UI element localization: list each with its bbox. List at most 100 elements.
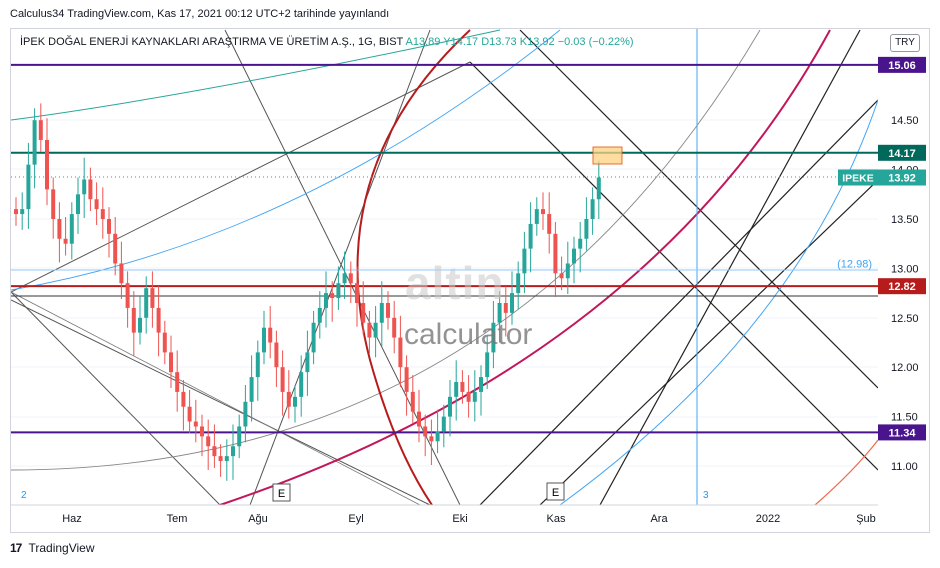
candle-body	[162, 332, 167, 353]
candle-body	[578, 238, 583, 249]
candle-body	[311, 322, 316, 353]
candle-body	[51, 189, 56, 219]
candle-body	[324, 293, 328, 308]
candle-body	[572, 248, 576, 264]
candle-body	[94, 199, 99, 210]
last-price-label: 13.92	[888, 173, 916, 185]
candle-body	[503, 302, 508, 313]
symbol-legend[interactable]: İPEK DOĞAL ENERJİ KAYNAKLARI ARAŞTIRMA V…	[20, 36, 634, 48]
orange-arc	[814, 439, 878, 505]
candle-body	[553, 233, 558, 274]
candle-body	[479, 377, 483, 392]
horizontal-levels	[11, 63, 878, 434]
candle-body	[330, 293, 335, 299]
fan-line	[249, 29, 431, 505]
candle-body	[100, 209, 105, 219]
candle-body	[131, 307, 136, 333]
fan-line	[11, 291, 421, 505]
open-value: A13.89	[405, 36, 441, 48]
earnings-marker-2: E	[546, 482, 565, 501]
blue-arc	[11, 29, 561, 291]
y-tick-label: 12.50	[891, 313, 919, 325]
candle-body	[373, 322, 378, 338]
candle-body	[26, 164, 31, 210]
x-tick-label: 2022	[756, 513, 780, 525]
x-tick-label: Şub	[856, 513, 876, 525]
low-value: D13.73	[481, 36, 517, 48]
watermark-brand: altin	[405, 257, 505, 309]
light-level-label: (12.98)	[837, 258, 872, 270]
candle-body	[516, 273, 521, 294]
candle-body	[231, 446, 235, 457]
candle-body	[342, 273, 347, 284]
x-tick-label: Tem	[167, 513, 188, 525]
candle-body	[181, 391, 186, 407]
earnings-marker-1-label: E	[278, 488, 285, 500]
level-badge	[878, 144, 926, 161]
candle-body	[584, 219, 589, 239]
candle-body	[410, 391, 415, 412]
tradingview-logo-icon: 17	[10, 541, 22, 555]
candle-body	[144, 288, 149, 318]
candle-body	[355, 283, 359, 303]
candle-body	[249, 377, 254, 402]
x-tick-label: Eki	[452, 513, 467, 525]
publish-info: Calculus34 TradingView.com, Kas 17, 2021…	[10, 8, 390, 20]
level-badge-label: 12.82	[888, 281, 916, 293]
candle-body	[398, 337, 403, 368]
marker-number-3: 3	[703, 490, 709, 501]
candle-body	[528, 223, 533, 249]
candle-body	[268, 327, 273, 343]
close-value: K13.92	[519, 36, 555, 48]
time-axis[interactable]: Haz Tem Ağu Eyl Eki Kas Ara 2022 Şub	[62, 513, 876, 525]
candle-body	[491, 322, 496, 353]
fan-line	[11, 299, 431, 505]
candle-body	[169, 352, 173, 373]
candle-body	[206, 436, 211, 447]
symbol-badge	[838, 169, 878, 186]
x-tick-label: Kas	[547, 513, 566, 525]
candle-body	[423, 426, 428, 437]
candle-body	[243, 401, 248, 427]
candle-body	[212, 446, 217, 457]
candle-body	[299, 372, 304, 397]
chart-frame	[10, 28, 930, 533]
level-badge-label: 14.17	[888, 148, 916, 160]
level-badge-label: 15.06	[888, 60, 916, 72]
candle-body	[119, 263, 124, 284]
candle-body	[200, 426, 204, 437]
bottom-markers: 2 3 E E	[21, 482, 709, 502]
grey-arc	[11, 29, 761, 471]
earnings-marker-2-label: E	[552, 487, 559, 499]
candle-body	[596, 177, 601, 200]
earnings-marker-1: E	[272, 483, 291, 502]
candle-body	[435, 431, 440, 442]
y-tick-label: 12.00	[891, 362, 919, 374]
candle-body	[125, 283, 130, 308]
y-tick-label: 13.50	[891, 214, 919, 226]
candle-body	[522, 248, 527, 274]
fan-line	[599, 29, 861, 505]
footer[interactable]: 17 TradingView	[10, 541, 95, 555]
candle-body	[150, 288, 155, 308]
candle-body	[361, 302, 366, 323]
candle-body	[14, 209, 18, 215]
symbol-badge-label: IPEKE	[842, 173, 874, 185]
currency-badge[interactable]: TRY	[890, 34, 920, 52]
y-tick-label: 11.00	[891, 461, 918, 473]
candle-body	[404, 367, 409, 392]
level-badges: 15.06 14.17 12.82 11.34 (12.98) IPEKE 13.92	[837, 56, 926, 441]
blue-arc	[559, 99, 878, 505]
candle-body	[63, 238, 68, 244]
x-tick-label: Haz	[62, 513, 82, 525]
x-tick-label: Ara	[650, 513, 668, 525]
marker-number-2: 2	[21, 490, 27, 501]
red-circle	[356, 29, 471, 505]
candle-body	[417, 411, 421, 427]
candle-body	[32, 120, 37, 165]
candle-body	[69, 214, 74, 244]
fan-line	[699, 291, 878, 471]
change-value: −0.03 (−0.22%)	[557, 36, 634, 48]
